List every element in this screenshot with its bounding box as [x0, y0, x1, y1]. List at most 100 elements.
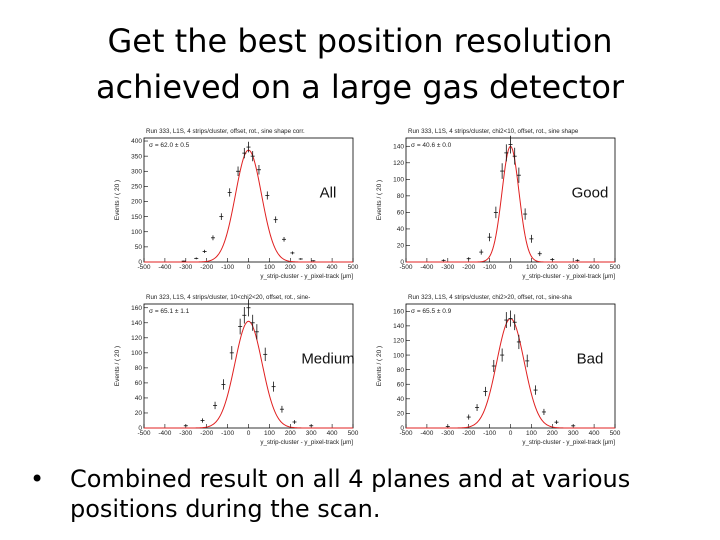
- plot-title: Run 323, L1S, 4 strips/cluster, chi2>20,…: [408, 294, 572, 301]
- gaussian-fit-curve: [406, 318, 615, 429]
- fit-sigma-text: σ = 62.0 ± 0.5: [149, 142, 190, 149]
- y-tick-label: 300: [131, 168, 142, 175]
- x-tick-label: 200: [547, 264, 558, 271]
- slide-title: Get the best position resolution achieve…: [0, 18, 720, 110]
- x-tick-label: 0: [247, 264, 251, 271]
- plot-title: Run 333, L1S, 4 strips/cluster, offset, …: [146, 128, 305, 135]
- y-tick-label: 160: [131, 305, 142, 312]
- y-tick-label: 100: [393, 177, 404, 184]
- x-tick-label: -200: [200, 264, 213, 271]
- x-axis-label: y_strip-cluster - y_pixel-track [μm]: [260, 273, 353, 280]
- x-tick-label: 300: [306, 264, 317, 271]
- histogram-good: Run 333, L1S, 4 strips/cluster, chi2<10,…: [372, 124, 622, 284]
- x-tick-label: -400: [158, 264, 171, 271]
- y-tick-label: 50: [135, 244, 143, 251]
- y-tick-label: 20: [397, 411, 405, 418]
- y-tick-label: 60: [397, 381, 405, 388]
- y-tick-label: 120: [131, 335, 142, 342]
- x-tick-label: 100: [264, 264, 275, 271]
- x-tick-label: 200: [285, 264, 296, 271]
- x-tick-label: -300: [179, 264, 192, 271]
- y-tick-label: 0: [138, 259, 142, 266]
- histogram-bad-svg: Run 323, L1S, 4 strips/cluster, chi2>20,…: [376, 294, 621, 446]
- x-tick-label: 0: [247, 430, 251, 437]
- y-tick-label: 140: [393, 323, 404, 330]
- x-tick-label: -400: [420, 430, 433, 437]
- gaussian-fit-curve: [406, 145, 615, 263]
- y-tick-label: 100: [393, 352, 404, 359]
- x-tick-label: 100: [264, 430, 275, 437]
- x-tick-label: 500: [610, 264, 621, 271]
- x-axis-label: y_strip-cluster - y_pixel-track [μm]: [522, 273, 615, 280]
- y-axis-label: Events / ( 20 ): [114, 180, 121, 220]
- bullet-item: • Combined result on all 4 planes and at…: [30, 464, 700, 524]
- x-tick-label: -300: [441, 264, 454, 271]
- title-line-2: achieved on a large gas detector: [95, 68, 625, 106]
- x-tick-label: 500: [348, 430, 359, 437]
- title-line-1: Get the best position resolution: [107, 22, 613, 60]
- x-tick-label: 100: [526, 430, 537, 437]
- x-axis-label: y_strip-cluster - y_pixel-track [μm]: [522, 439, 615, 446]
- x-tick-label: -100: [221, 264, 234, 271]
- bullet-text: Combined result on all 4 planes and at v…: [70, 465, 631, 523]
- y-tick-label: 200: [131, 199, 142, 206]
- histogram-all: Run 333, L1S, 4 strips/cluster, offset, …: [110, 124, 360, 284]
- category-label: All: [320, 185, 337, 202]
- y-axis-label: Events / ( 20 ): [114, 346, 121, 386]
- x-tick-label: -500: [137, 264, 150, 271]
- histogram-good-svg: Run 333, L1S, 4 strips/cluster, chi2<10,…: [376, 128, 621, 280]
- x-tick-label: 300: [568, 264, 579, 271]
- x-tick-label: -400: [420, 264, 433, 271]
- histogram-bad: Run 323, L1S, 4 strips/cluster, chi2>20,…: [372, 290, 622, 450]
- y-tick-label: 120: [393, 338, 404, 345]
- y-tick-label: 80: [397, 367, 405, 374]
- y-tick-label: 140: [393, 143, 404, 150]
- x-tick-label: -300: [441, 430, 454, 437]
- x-tick-label: -100: [483, 264, 496, 271]
- y-tick-label: 80: [397, 193, 405, 200]
- y-tick-label: 40: [397, 396, 405, 403]
- category-label: Bad: [577, 351, 604, 368]
- y-tick-label: 0: [138, 425, 142, 432]
- y-tick-label: 250: [131, 184, 142, 191]
- x-tick-label: -100: [483, 430, 496, 437]
- x-tick-label: -500: [137, 430, 150, 437]
- category-label: Medium: [301, 351, 354, 368]
- x-tick-label: 0: [509, 430, 513, 437]
- x-tick-label: 300: [306, 430, 317, 437]
- y-tick-label: 40: [135, 395, 143, 402]
- x-tick-label: 200: [547, 430, 558, 437]
- y-tick-label: 140: [131, 320, 142, 327]
- histogram-medium-svg: Run 323, L1S, 4 strips/cluster, 10<chi2<…: [114, 294, 359, 446]
- plot-title: Run 323, L1S, 4 strips/cluster, 10<chi2<…: [146, 294, 310, 301]
- histogram-all-svg: Run 333, L1S, 4 strips/cluster, offset, …: [114, 128, 359, 280]
- x-tick-label: 100: [526, 264, 537, 271]
- y-tick-label: 400: [131, 138, 142, 145]
- fit-sigma-text: σ = 65.5 ± 0.9: [411, 308, 452, 315]
- y-tick-label: 100: [131, 229, 142, 236]
- x-tick-label: -400: [158, 430, 171, 437]
- x-tick-label: 400: [589, 264, 600, 271]
- y-tick-label: 60: [135, 380, 143, 387]
- x-tick-label: 400: [327, 430, 338, 437]
- category-label: Good: [572, 185, 609, 202]
- y-tick-label: 60: [397, 210, 405, 217]
- gaussian-fit-curve: [144, 320, 353, 429]
- x-tick-label: -100: [221, 430, 234, 437]
- x-tick-label: -300: [179, 430, 192, 437]
- x-tick-label: 300: [568, 430, 579, 437]
- histogram-grid: Run 333, L1S, 4 strips/cluster, offset, …: [110, 124, 622, 450]
- x-axis-label: y_strip-cluster - y_pixel-track [μm]: [260, 439, 353, 446]
- y-tick-label: 160: [393, 308, 404, 315]
- x-tick-label: 400: [589, 430, 600, 437]
- x-tick-label: -200: [462, 430, 475, 437]
- x-tick-label: 500: [610, 430, 621, 437]
- x-tick-label: -500: [399, 264, 412, 271]
- y-axis-label: Events / ( 20 ): [376, 346, 383, 386]
- fit-sigma-text: σ = 40.6 ± 0.0: [411, 142, 452, 149]
- y-tick-label: 120: [393, 160, 404, 167]
- x-tick-label: 0: [509, 264, 513, 271]
- gaussian-fit-curve: [144, 149, 353, 263]
- y-tick-label: 0: [400, 425, 404, 432]
- fit-sigma-text: σ = 65.1 ± 1.1: [149, 308, 190, 315]
